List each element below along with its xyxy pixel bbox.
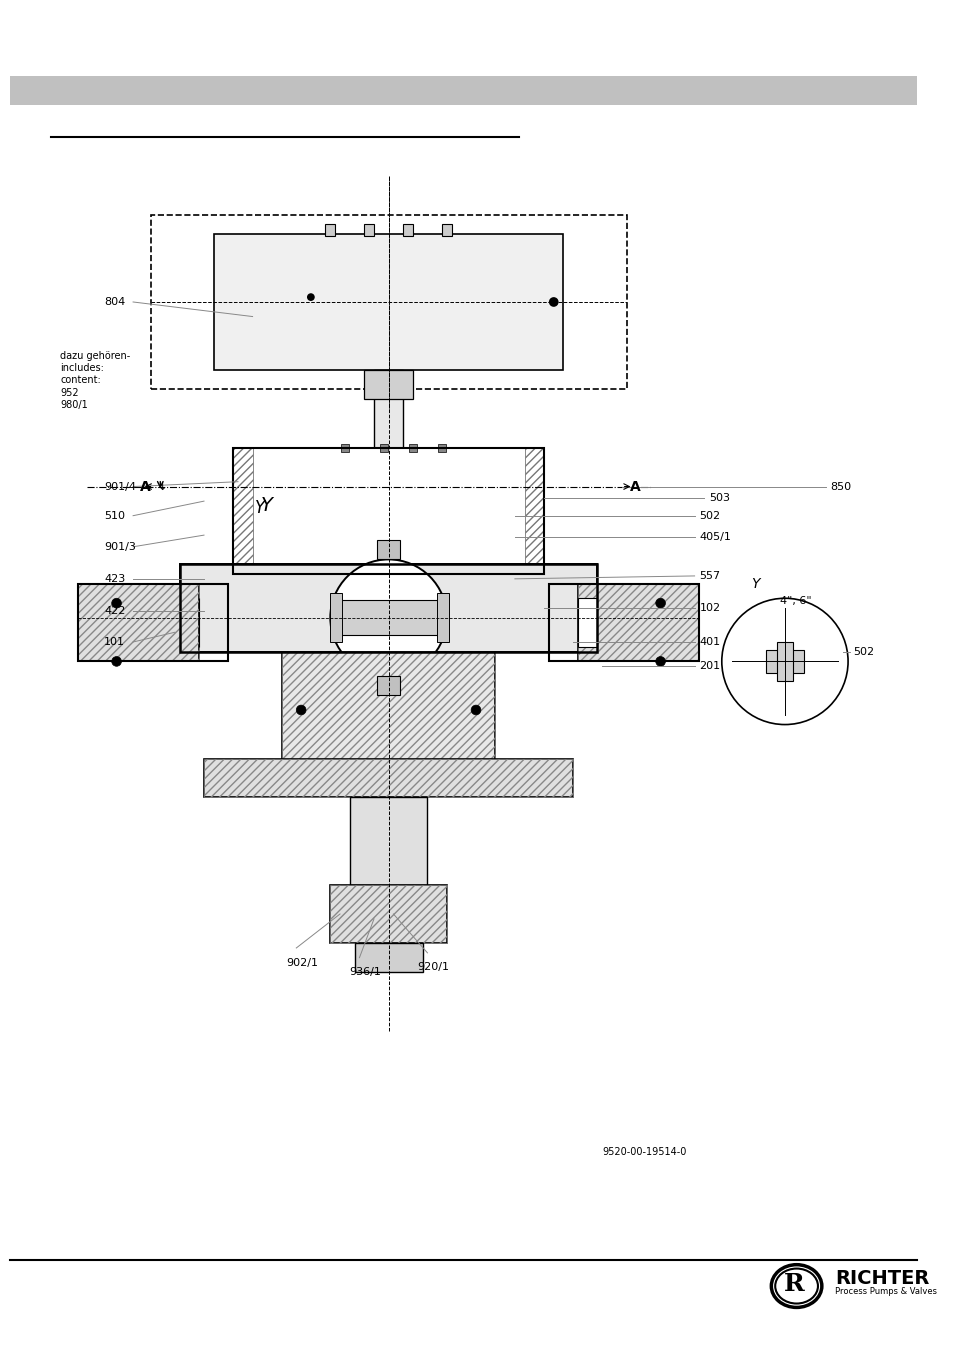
Circle shape	[655, 657, 665, 666]
Bar	[330, 885, 446, 943]
Bar	[325, 224, 335, 236]
Circle shape	[307, 293, 314, 301]
Bar	[374, 370, 403, 447]
Bar	[379, 444, 387, 451]
Text: 423: 423	[104, 574, 125, 584]
Bar	[364, 224, 374, 236]
Bar	[578, 584, 699, 662]
Circle shape	[330, 559, 446, 676]
Bar	[204, 758, 573, 797]
Text: 422: 422	[104, 605, 125, 616]
Text: ↓: ↓	[157, 481, 167, 492]
Text: 557: 557	[699, 571, 720, 581]
Bar	[376, 540, 400, 559]
Bar	[77, 584, 199, 662]
Ellipse shape	[775, 1269, 817, 1304]
Bar	[330, 885, 446, 943]
Circle shape	[655, 598, 665, 608]
Text: 902/1: 902/1	[286, 958, 318, 967]
Text: Y: Y	[255, 499, 265, 517]
Text: A: A	[629, 480, 639, 493]
Bar	[403, 224, 413, 236]
Ellipse shape	[771, 1265, 821, 1308]
Bar	[233, 447, 543, 574]
Text: dazu gehören-
includes:
content:
952
980/1: dazu gehören- includes: content: 952 980…	[60, 350, 131, 411]
Text: Process Pumps & Valves: Process Pumps & Valves	[835, 1288, 937, 1297]
Text: 102: 102	[699, 603, 720, 613]
Text: R: R	[783, 1273, 804, 1296]
Text: 510: 510	[104, 511, 125, 520]
Text: A: A	[140, 480, 151, 493]
Bar	[233, 447, 253, 574]
Bar	[548, 584, 699, 662]
Text: 502: 502	[852, 647, 873, 657]
Text: 4", 6": 4", 6"	[780, 596, 811, 607]
Circle shape	[112, 598, 121, 608]
Bar	[437, 444, 445, 451]
Bar	[179, 565, 597, 651]
Text: RICHTER: RICHTER	[835, 1269, 929, 1288]
Bar	[376, 676, 400, 696]
Text: 503: 503	[708, 493, 729, 503]
Bar	[10, 76, 916, 104]
Bar	[409, 444, 416, 451]
Text: 405/1: 405/1	[699, 532, 731, 542]
Bar	[151, 215, 626, 389]
Bar	[764, 650, 803, 673]
Circle shape	[471, 705, 480, 715]
Bar	[233, 447, 543, 574]
Text: 920/1: 920/1	[417, 962, 449, 973]
Bar	[441, 224, 452, 236]
Bar	[213, 234, 563, 370]
Text: 936/1: 936/1	[350, 967, 381, 977]
Bar	[179, 565, 597, 651]
Bar	[204, 758, 573, 797]
Text: 850: 850	[830, 481, 851, 492]
Text: 9520-00-19514-0: 9520-00-19514-0	[601, 1147, 686, 1156]
Bar	[777, 642, 792, 681]
Text: 201: 201	[699, 661, 720, 671]
Bar	[350, 797, 427, 885]
Text: 901/3: 901/3	[104, 542, 135, 551]
Bar	[355, 943, 422, 973]
Circle shape	[112, 657, 121, 666]
Text: 401: 401	[699, 636, 720, 647]
Text: 101: 101	[104, 636, 125, 647]
Bar	[436, 593, 448, 642]
Bar	[340, 444, 349, 451]
Text: 502: 502	[699, 511, 720, 520]
Bar	[524, 447, 543, 574]
Text: Y: Y	[751, 577, 760, 590]
Bar	[330, 593, 341, 642]
Text: Y: Y	[261, 496, 273, 516]
Circle shape	[296, 705, 306, 715]
Bar	[281, 651, 495, 769]
Bar	[578, 584, 699, 662]
Bar	[77, 584, 228, 662]
Text: 804: 804	[104, 297, 125, 307]
Text: 901/4: 901/4	[104, 481, 136, 492]
Bar	[77, 584, 199, 662]
Circle shape	[721, 598, 847, 724]
Bar	[364, 370, 413, 399]
Bar	[281, 651, 495, 769]
Bar	[578, 598, 597, 647]
Bar	[335, 600, 441, 635]
Circle shape	[548, 297, 558, 307]
